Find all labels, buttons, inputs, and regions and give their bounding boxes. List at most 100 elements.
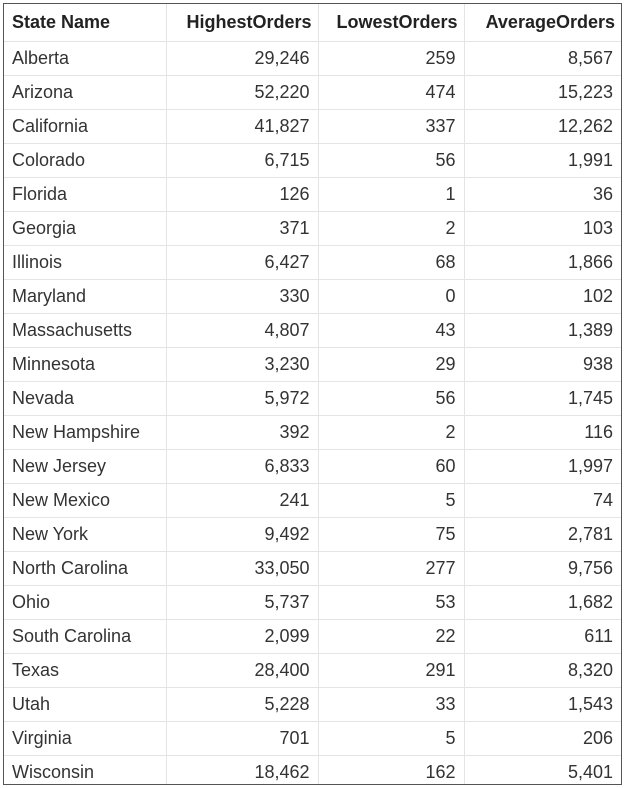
lowest-orders-cell: 33 (318, 687, 465, 722)
state-name-cell: Maryland (4, 279, 167, 314)
lowest-orders-cell: 29 (318, 347, 465, 382)
highest-orders-cell: 52,220 (166, 75, 319, 110)
average-orders-cell: 8,320 (464, 653, 621, 688)
table-header-row: State Name HighestOrders LowestOrders Av… (4, 4, 621, 42)
highest-orders-cell: 9,492 (166, 517, 319, 552)
average-orders-cell: 103 (464, 211, 621, 246)
highest-orders-cell: 241 (166, 483, 319, 518)
table-row: Virginia 701 5 206 (4, 721, 621, 756)
state-name-cell: Nevada (4, 381, 167, 416)
average-orders-cell: 1,997 (464, 449, 621, 484)
table-row: Massachusetts 4,807 43 1,389 (4, 313, 621, 348)
state-name-cell: New Mexico (4, 483, 167, 518)
lowest-orders-cell: 75 (318, 517, 465, 552)
state-name-cell: Massachusetts (4, 313, 167, 348)
state-name-cell: Georgia (4, 211, 167, 246)
highest-orders-cell: 330 (166, 279, 319, 314)
highest-orders-cell: 5,228 (166, 687, 319, 722)
average-orders-cell: 36 (464, 177, 621, 212)
state-name-cell: Arizona (4, 75, 167, 110)
column-header-average-orders[interactable]: AverageOrders (464, 4, 621, 42)
average-orders-cell: 611 (464, 619, 621, 654)
lowest-orders-cell: 56 (318, 381, 465, 416)
table-row: New Mexico 241 5 74 (4, 483, 621, 518)
lowest-orders-cell: 0 (318, 279, 465, 314)
state-name-cell: Virginia (4, 721, 167, 756)
average-orders-cell: 1,543 (464, 687, 621, 722)
average-orders-cell: 15,223 (464, 75, 621, 110)
table-row: Georgia 371 2 103 (4, 211, 621, 246)
average-orders-cell: 938 (464, 347, 621, 382)
lowest-orders-cell: 1 (318, 177, 465, 212)
highest-orders-cell: 126 (166, 177, 319, 212)
state-name-cell: New Hampshire (4, 415, 167, 450)
lowest-orders-cell: 162 (318, 755, 465, 784)
highest-orders-cell: 701 (166, 721, 319, 756)
average-orders-cell: 8,567 (464, 41, 621, 76)
lowest-orders-cell: 291 (318, 653, 465, 688)
highest-orders-cell: 6,715 (166, 143, 319, 178)
column-header-highest-orders[interactable]: HighestOrders (166, 4, 319, 42)
state-name-cell: Minnesota (4, 347, 167, 382)
lowest-orders-cell: 2 (318, 415, 465, 450)
lowest-orders-cell: 474 (318, 75, 465, 110)
table-row: North Carolina 33,050 277 9,756 (4, 551, 621, 586)
table-row: South Carolina 2,099 22 611 (4, 619, 621, 654)
table-body: Alberta 29,246 259 8,567 Arizona 52,220 474 15,… (4, 41, 621, 784)
state-name-cell: South Carolina (4, 619, 167, 654)
state-name-cell: California (4, 109, 167, 144)
lowest-orders-cell: 60 (318, 449, 465, 484)
highest-orders-cell: 41,827 (166, 109, 319, 144)
highest-orders-cell: 3,230 (166, 347, 319, 382)
lowest-orders-cell: 277 (318, 551, 465, 586)
lowest-orders-cell: 43 (318, 313, 465, 348)
highest-orders-cell: 5,737 (166, 585, 319, 620)
average-orders-cell: 2,781 (464, 517, 621, 552)
state-name-cell: Utah (4, 687, 167, 722)
average-orders-cell: 1,866 (464, 245, 621, 280)
table-row: Maryland 330 0 102 (4, 279, 621, 314)
data-table-frame: State Name HighestOrders LowestOrders Av… (3, 3, 622, 785)
orders-table: State Name HighestOrders LowestOrders Av… (4, 4, 621, 784)
highest-orders-cell: 28,400 (166, 653, 319, 688)
highest-orders-cell: 371 (166, 211, 319, 246)
highest-orders-cell: 6,833 (166, 449, 319, 484)
highest-orders-cell: 18,462 (166, 755, 319, 784)
average-orders-cell: 74 (464, 483, 621, 518)
state-name-cell: Ohio (4, 585, 167, 620)
average-orders-cell: 206 (464, 721, 621, 756)
highest-orders-cell: 4,807 (166, 313, 319, 348)
lowest-orders-cell: 56 (318, 143, 465, 178)
column-header-lowest-orders[interactable]: LowestOrders (318, 4, 465, 42)
table-row: New York 9,492 75 2,781 (4, 517, 621, 552)
state-name-cell: Colorado (4, 143, 167, 178)
table-row: Minnesota 3,230 29 938 (4, 347, 621, 382)
table-row: Colorado 6,715 56 1,991 (4, 143, 621, 178)
table-row: Ohio 5,737 53 1,682 (4, 585, 621, 620)
state-name-cell: Florida (4, 177, 167, 212)
table-row: New Jersey 6,833 60 1,997 (4, 449, 621, 484)
average-orders-cell: 5,401 (464, 755, 621, 784)
average-orders-cell: 1,389 (464, 313, 621, 348)
average-orders-cell: 102 (464, 279, 621, 314)
table-row: California 41,827 337 12,262 (4, 109, 621, 144)
table-row: Arizona 52,220 474 15,223 (4, 75, 621, 110)
average-orders-cell: 12,262 (464, 109, 621, 144)
table-row: Utah 5,228 33 1,543 (4, 687, 621, 722)
lowest-orders-cell: 5 (318, 483, 465, 518)
highest-orders-cell: 392 (166, 415, 319, 450)
average-orders-cell: 9,756 (464, 551, 621, 586)
average-orders-cell: 1,745 (464, 381, 621, 416)
column-header-state-name[interactable]: State Name (4, 4, 167, 42)
table-row: Nevada 5,972 56 1,745 (4, 381, 621, 416)
lowest-orders-cell: 337 (318, 109, 465, 144)
state-name-cell: Texas (4, 653, 167, 688)
highest-orders-cell: 5,972 (166, 381, 319, 416)
highest-orders-cell: 33,050 (166, 551, 319, 586)
highest-orders-cell: 29,246 (166, 41, 319, 76)
table-row: Illinois 6,427 68 1,866 (4, 245, 621, 280)
average-orders-cell: 116 (464, 415, 621, 450)
lowest-orders-cell: 2 (318, 211, 465, 246)
average-orders-cell: 1,991 (464, 143, 621, 178)
table-row: Wisconsin 18,462 162 5,401 (4, 755, 621, 784)
